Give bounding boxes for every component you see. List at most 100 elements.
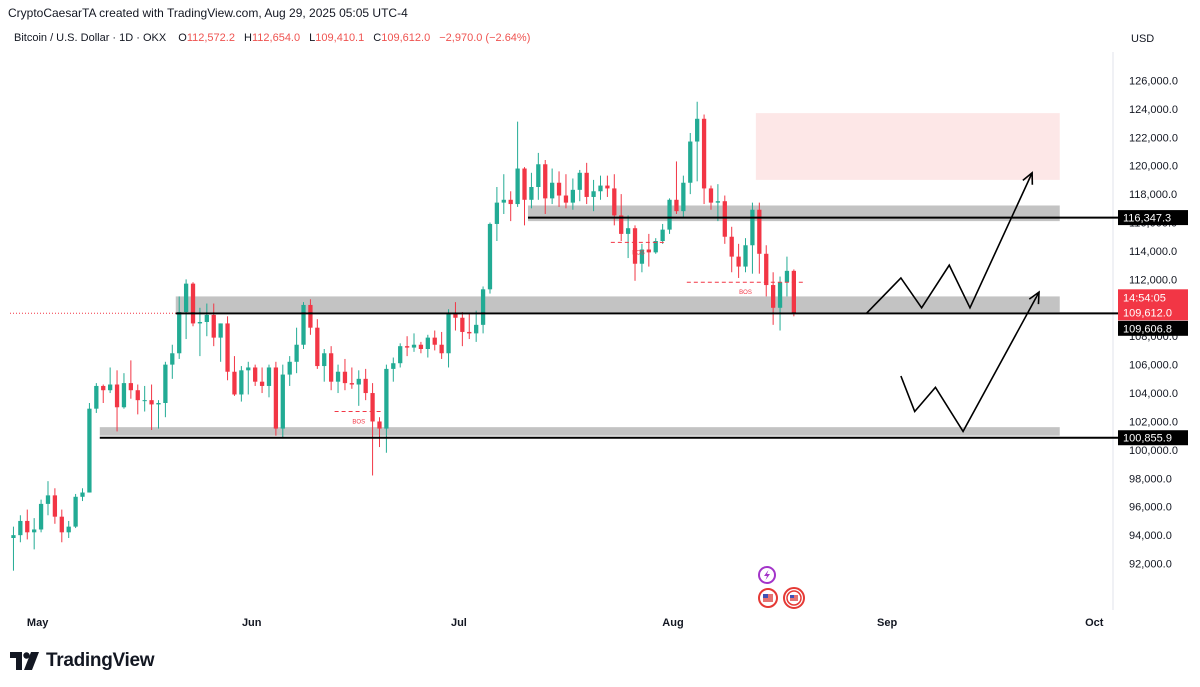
candle-up [66, 526, 71, 533]
candle-up [204, 314, 209, 322]
y-tick-label: 120,000.0 [1129, 161, 1178, 173]
us-flag-event-icon[interactable] [758, 588, 778, 608]
candle-up [335, 371, 341, 382]
y-tick-label: 98,000.0 [1129, 473, 1172, 485]
candle-up [446, 313, 451, 354]
candle-up [177, 312, 182, 354]
x-tick-label: Oct [1085, 617, 1104, 629]
y-tick-label: 106,000.0 [1129, 360, 1178, 372]
y-tick-label: 124,000.0 [1129, 104, 1178, 116]
y-tick-label: 96,000.0 [1129, 502, 1172, 514]
candle-down [508, 199, 513, 205]
candle-down [646, 249, 651, 253]
bullish-scenario-arrowhead [1022, 171, 1034, 185]
x-tick-label: Sep [877, 617, 897, 629]
candle-down [342, 371, 348, 384]
candle-down [453, 313, 458, 318]
candle-up [660, 229, 665, 241]
candle-up [715, 201, 721, 203]
level-tag [1118, 210, 1188, 226]
candle-down [135, 390, 140, 401]
close-value: 109,612.0 [381, 32, 431, 44]
candle-up [170, 353, 175, 365]
candle-down [370, 393, 375, 422]
x-tick-label: Aug [662, 617, 683, 629]
candle-down [418, 344, 424, 349]
candle-up [474, 324, 479, 334]
candle-up [591, 191, 596, 197]
candle-down [522, 168, 527, 200]
candle-up [667, 199, 672, 230]
candle-up [356, 378, 361, 385]
bos-label: BOS [632, 250, 645, 256]
candle-down [363, 378, 368, 394]
candle-down [632, 228, 638, 264]
x-tick-label: Jun [242, 617, 262, 629]
candle-up [38, 503, 44, 530]
bearish-scenario-path [900, 291, 1040, 434]
candle-up [121, 383, 127, 408]
candle-down [460, 317, 465, 332]
level-tag-text: 109,606.8 [1123, 323, 1172, 335]
bullish-scenario-path [865, 172, 1033, 315]
x-tick-label: Jul [451, 617, 467, 629]
candle-down [149, 400, 154, 405]
candle-down [225, 323, 230, 372]
candle-down [404, 346, 410, 348]
candle-up [87, 408, 92, 493]
candle-down [563, 195, 569, 203]
candle-up [142, 400, 147, 402]
candle-down [729, 236, 734, 257]
level-tag [1118, 430, 1188, 446]
candle-up [639, 249, 645, 264]
candle-up [163, 364, 168, 403]
y-tick-label: 92,000.0 [1129, 559, 1172, 571]
candle-down [701, 118, 707, 189]
candle-up [598, 185, 603, 192]
price-chart[interactable]: BOS BOS BOS 126,000.0 124,000.0 122,000.0 120… [0, 0, 1200, 640]
lightning-event-icon[interactable] [758, 566, 776, 584]
candle-up [529, 187, 534, 200]
candle-down [253, 367, 258, 382]
candle-up [695, 118, 700, 142]
x-tick-label: May [27, 617, 49, 629]
candle-up [246, 367, 251, 371]
candle-up [322, 353, 327, 367]
open-value: 112,572.2 [186, 32, 235, 44]
candle-down [791, 270, 797, 314]
us-flag-event-icon[interactable] [783, 587, 805, 609]
candle-down [770, 285, 776, 308]
low-value: 109,410.1 [315, 32, 365, 44]
candle-up [301, 304, 306, 345]
y-tick-label: 100,000.0 [1129, 445, 1178, 457]
candle-down [736, 256, 741, 267]
change-value: −2,970.0 (−2.64%) [439, 32, 531, 44]
candle-up [266, 367, 272, 386]
current-price-text: 109,612.0 [1123, 307, 1172, 319]
candle-down [211, 314, 216, 338]
candle-up [487, 223, 493, 290]
candle-up [625, 228, 631, 234]
candle-up [45, 495, 51, 504]
candle-down [315, 327, 320, 367]
y-tick-label: 122,000.0 [1129, 132, 1178, 144]
candle-up [681, 182, 686, 212]
symbol-legend: Bitcoin / U.S. Dollar · 1D · OKX O112,57… [14, 32, 530, 44]
candle-up [18, 520, 23, 536]
candle-up [549, 182, 555, 199]
candle-up [287, 361, 292, 375]
candle-down [612, 188, 617, 216]
y-tick-label: 118,000.0 [1129, 189, 1177, 201]
candle-up [480, 289, 486, 325]
candle-up [197, 322, 203, 324]
open-label: O [178, 32, 187, 44]
demand-zone [99, 427, 1060, 436]
candle-down [52, 495, 58, 517]
candle-down [273, 367, 279, 429]
candle-down [757, 209, 762, 254]
candle-up [784, 270, 790, 283]
support-zone [175, 296, 1060, 313]
candle-up [94, 385, 99, 409]
tradingview-brand[interactable]: TradingView [10, 648, 155, 674]
high-label: H [244, 32, 252, 44]
